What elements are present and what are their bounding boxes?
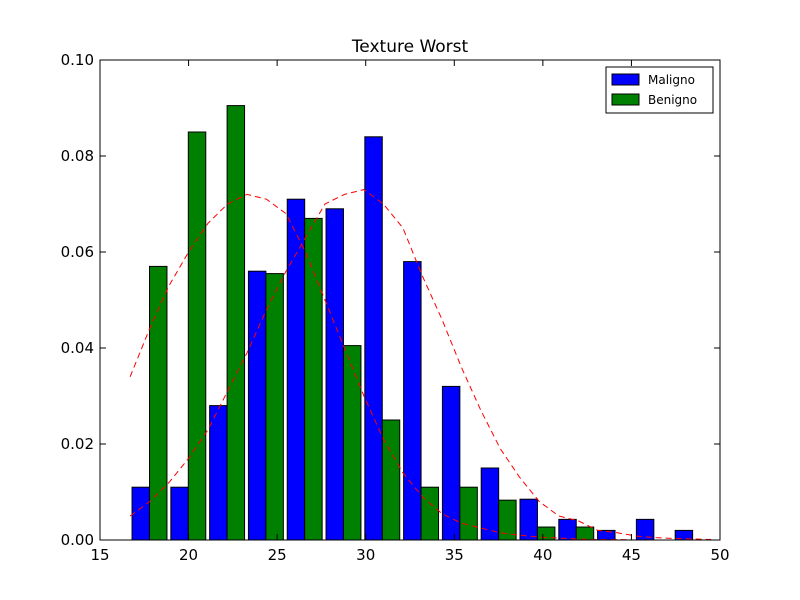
y-tick-label: 0.08 xyxy=(61,147,94,165)
bar-benigno-6 xyxy=(381,419,401,541)
bar-maligno-11 xyxy=(558,518,577,541)
density-curve-0 xyxy=(129,189,712,541)
legend-swatch-maligno xyxy=(611,73,640,86)
x-tick-label: 25 xyxy=(268,546,287,564)
x-tick-label: 40 xyxy=(533,546,552,564)
bar-maligno-7 xyxy=(403,261,422,541)
bar-benigno-3 xyxy=(265,273,284,541)
x-tick-label: 15 xyxy=(90,546,109,564)
bar-maligno-10 xyxy=(519,498,538,541)
bar-maligno-3 xyxy=(247,270,267,541)
bar-maligno-2 xyxy=(209,405,228,541)
y-tick-label: 0.00 xyxy=(61,531,94,549)
bar-benigno-1 xyxy=(187,131,207,541)
bar-benigno-8 xyxy=(459,486,478,541)
y-tick-label: 0.04 xyxy=(61,339,94,357)
bar-maligno-5 xyxy=(325,208,344,541)
density-curve-1 xyxy=(129,193,712,541)
axes-layer: 15 20 25 30 35 40 45 50 0.00 0.02 0.04 0.06 0.08 0.10 xyxy=(61,51,730,564)
bar-benigno-11 xyxy=(575,526,595,541)
legend-swatch-benigno xyxy=(611,93,640,106)
bar-maligno-4 xyxy=(286,198,306,541)
y-tick-label: 0.02 xyxy=(61,435,94,453)
legend: Maligno Benigno xyxy=(605,66,714,114)
x-tick-label: 50 xyxy=(710,546,729,564)
chart-title: Texture Worst xyxy=(351,37,469,57)
bar-maligno-8 xyxy=(441,385,461,541)
x-tick-label: 30 xyxy=(356,546,375,564)
bar-benigno-4 xyxy=(304,217,323,541)
bar-benigno-5 xyxy=(342,345,362,541)
x-tick-label: 20 xyxy=(179,546,198,564)
y-tick-label: 0.10 xyxy=(61,51,94,69)
x-tick-label: 45 xyxy=(622,546,641,564)
legend-label-benigno: Benigno xyxy=(648,93,697,107)
bar-maligno-0 xyxy=(131,486,151,541)
bar-benigno-7 xyxy=(420,486,440,541)
plot-frame xyxy=(99,59,721,541)
curves-layer xyxy=(129,189,712,541)
x-tick-label: 35 xyxy=(445,546,464,564)
y-tick-label: 0.06 xyxy=(61,243,94,261)
legend-label-maligno: Maligno xyxy=(648,73,695,87)
bar-benigno-2 xyxy=(226,105,246,541)
bars-layer xyxy=(131,105,694,541)
bar-maligno-1 xyxy=(170,486,189,541)
bar-benigno-0 xyxy=(149,265,168,541)
